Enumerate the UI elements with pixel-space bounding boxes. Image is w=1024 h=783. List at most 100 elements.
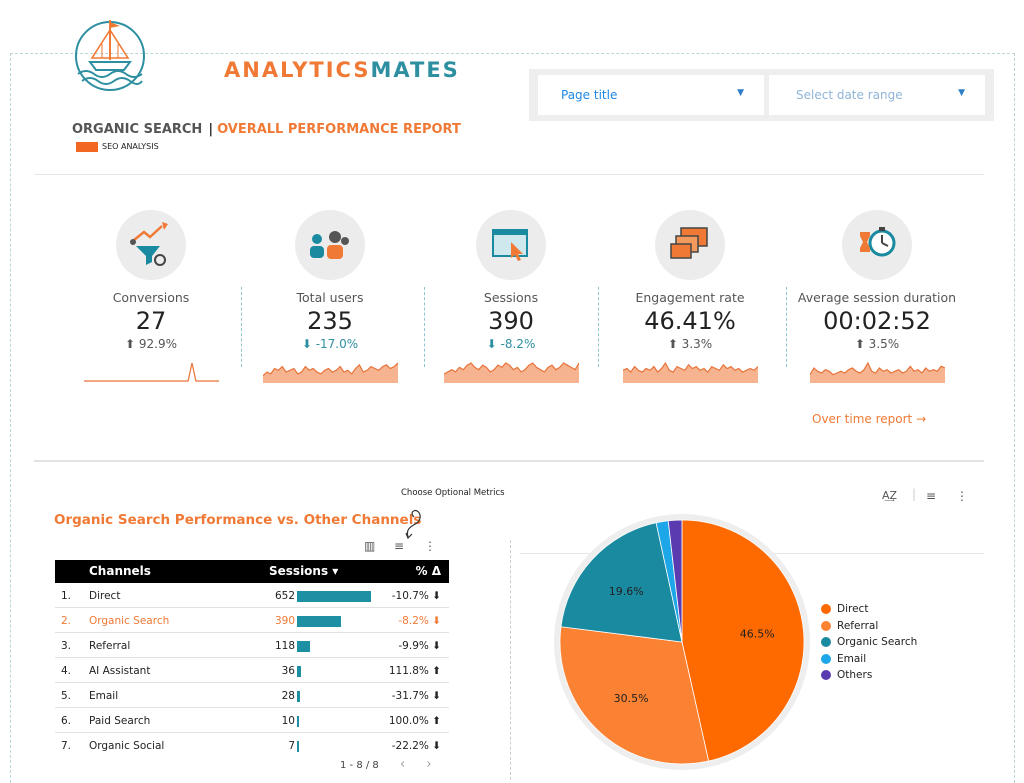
table-row[interactable]: 1. Direct 652 -10.7% ⬇ <box>55 583 449 608</box>
row-channel: Paid Search <box>89 715 151 727</box>
stopwatch-icon <box>842 210 912 280</box>
kpi-average-session-duration: Average session duration 00:02:52 ⬆ 3.5% <box>787 210 967 400</box>
users-icon <box>295 210 365 280</box>
divider <box>34 174 984 175</box>
kpi-value: 390 <box>488 307 534 335</box>
row-sessions: 7 <box>288 740 295 752</box>
legend-label: Email <box>837 652 867 665</box>
col-header-sessions[interactable]: Sessions ▾ <box>269 564 339 578</box>
row-channel: Organic Social <box>89 740 165 752</box>
table-row[interactable]: 2. Organic Search 390 -8.2% ⬇ <box>55 608 449 633</box>
boat-logo-icon <box>75 20 145 91</box>
sessions-bar <box>297 616 342 627</box>
sparkline <box>83 362 219 382</box>
legend-item[interactable]: Direct <box>821 601 917 618</box>
divider <box>786 287 787 367</box>
row-sessions: 10 <box>281 715 295 727</box>
legend-item[interactable]: Email <box>821 651 917 668</box>
kpi-delta: ⬇ -17.0% <box>301 337 359 351</box>
legend-label: Direct <box>837 603 869 616</box>
row-number: 4. <box>61 665 72 677</box>
kpi-label: Sessions <box>483 290 539 305</box>
row-number: 3. <box>61 640 72 652</box>
legend-label: Referral <box>837 619 879 632</box>
chart-settings-icon[interactable]: ▥ <box>364 539 376 553</box>
row-channel: Email <box>89 690 119 702</box>
sessions-bar <box>297 641 311 652</box>
legend-item[interactable]: Others <box>821 667 917 684</box>
row-pct-change: -9.9% ⬇ <box>398 640 441 652</box>
divider <box>34 460 984 462</box>
channel-pie-chart: 46.5% 30.5% 19.6% <box>554 514 810 770</box>
row-pct-change: 111.8% ⬆ <box>388 665 441 677</box>
divider <box>598 287 599 367</box>
kpi-sessions: Sessions 390 ⬇ -8.2% <box>421 210 601 400</box>
filter-icon[interactable]: ≡ <box>926 489 937 503</box>
sort-az-icon[interactable]: A͢Z <box>882 489 898 502</box>
page-title-dropdown-label: Page title <box>561 88 618 102</box>
pie-legend: Direct Referral Organic Search Email Oth… <box>821 601 917 684</box>
row-sessions: 390 <box>274 615 295 627</box>
over-time-report-link[interactable]: Over time report → <box>812 412 927 426</box>
page-title-dropdown[interactable]: Page title ▼ <box>538 75 764 115</box>
kpi-label: Average session duration <box>797 290 957 305</box>
conversion-funnel-icon <box>116 210 186 280</box>
sessions-bar <box>297 716 299 727</box>
brand-name: ANALYTICSMATES <box>224 58 460 82</box>
filter-icon[interactable]: ≡ <box>394 539 405 553</box>
row-pct-change: -22.2% ⬇ <box>391 740 441 752</box>
legend-item[interactable]: Referral <box>821 618 917 635</box>
toolbar-divider: | <box>912 487 917 501</box>
table-row[interactable]: 3. Referral 118 -9.9% ⬇ <box>55 633 449 658</box>
kpi-conversions: Conversions 27 ⬆ 92.9% <box>61 210 241 400</box>
pie-toolbar: A͢Z | ≡ ⋮ <box>882 487 972 507</box>
pie-slice-direct[interactable] <box>681 519 805 762</box>
sparkline-line <box>622 361 758 374</box>
pie-slice-referral[interactable] <box>559 626 710 765</box>
filter-bar: Page title ▼ Select date range ▼ <box>529 69 994 121</box>
legend-dot <box>821 670 831 681</box>
legend-dot <box>821 637 831 648</box>
row-number: 5. <box>61 690 72 702</box>
chevron-down-icon: ▼ <box>737 88 744 98</box>
col-header-channels[interactable]: Channels <box>89 564 151 578</box>
legend-dot <box>821 653 831 664</box>
sparkline-area <box>443 363 579 383</box>
pie-slice-others[interactable] <box>667 519 683 643</box>
sparkline-line <box>809 361 945 376</box>
date-range-picker[interactable]: Select date range ▼ <box>769 75 985 115</box>
kpi-value: 46.41% <box>644 307 736 335</box>
table-pager: 1 - 8 / 8 ‹ › <box>340 757 432 772</box>
row-channel: Referral <box>89 640 131 652</box>
table-row[interactable]: 6. Paid Search 10 100.0% ⬆ <box>55 708 449 733</box>
row-pct-change: 100.0% ⬆ <box>388 715 441 727</box>
chevron-left-icon[interactable]: ‹ <box>399 757 406 772</box>
sparkline <box>262 362 398 383</box>
tag-swatch <box>76 141 98 152</box>
click-pointer-icon <box>476 210 546 280</box>
row-number: 6. <box>61 715 72 727</box>
table-header: Channels Sessions ▾ % Δ <box>55 560 449 583</box>
table-row[interactable]: 4. AI Assistant 36 111.8% ⬆ <box>55 658 449 683</box>
table-row[interactable]: 5. Email 28 -31.7% ⬇ <box>55 683 449 708</box>
col-header-pct[interactable]: % Δ <box>415 564 442 578</box>
pie-data-label: 46.5% <box>740 628 775 641</box>
sessions-bar <box>297 666 302 677</box>
choose-optional-metrics-note: Choose Optional Metrics <box>401 488 505 498</box>
legend-item[interactable]: Organic Search <box>821 634 917 651</box>
table-toolbar: ▥ ≡ ⋮ <box>364 539 444 555</box>
pie-data-label: 30.5% <box>614 692 649 705</box>
row-pct-change: -10.7% ⬇ <box>391 590 441 602</box>
legend-dot <box>821 620 831 631</box>
sparkline <box>443 362 579 383</box>
sparkline-line <box>262 362 398 377</box>
sessions-bar <box>297 741 299 752</box>
chevron-right-icon[interactable]: › <box>426 757 432 772</box>
more-options-icon[interactable]: ⋮ <box>424 539 436 553</box>
row-channel: Direct <box>89 590 121 602</box>
kpi-value: 00:02:52 <box>823 307 931 335</box>
report-title: ORGANIC SEARCH | OVERALL PERFORMANCE REPOR… <box>72 122 461 137</box>
pie-slice-organic-search[interactable] <box>560 522 683 643</box>
more-options-icon[interactable]: ⋮ <box>956 489 968 503</box>
table-row[interactable]: 7. Organic Social 7 -22.2% ⬇ <box>55 733 449 758</box>
